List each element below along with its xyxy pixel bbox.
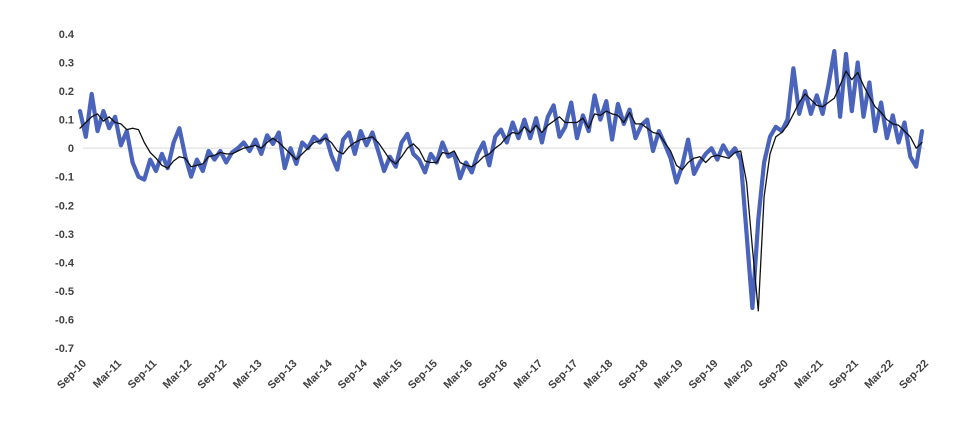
x-axis-tick-label: Sep-15: [406, 358, 440, 392]
y-axis-tick-label: -0.7: [55, 343, 74, 355]
x-axis-tick-label: Mar-22: [862, 358, 896, 392]
y-axis-tick-label: -0.2: [55, 200, 74, 212]
x-axis-tick-label: Sep-13: [266, 358, 300, 392]
x-axis-tick-label: Mar-18: [582, 358, 616, 392]
x-axis-tick-label: Mar-13: [231, 358, 265, 392]
x-axis-tick-label: Sep-20: [757, 358, 791, 392]
x-axis-tick-label: Sep-19: [687, 358, 721, 392]
x-axis-tick-label: Mar-20: [722, 358, 756, 392]
y-axis-tick-label: 0.3: [59, 58, 74, 70]
x-axis-tick-label: Sep-12: [195, 358, 229, 392]
x-axis-tick-label: Mar-11: [91, 358, 124, 391]
monthly-series-blue-line: [77, 48, 925, 311]
y-axis-tick-label: -0.5: [55, 286, 74, 298]
x-axis-tick-label: Sep-14: [336, 357, 371, 392]
x-axis-tick-label: Sep-10: [55, 358, 89, 392]
x-axis-tick-label: Mar-17: [512, 358, 546, 392]
x-axis-tick-label: Mar-21: [792, 358, 826, 392]
x-axis-tick-label: Sep-17: [546, 358, 580, 392]
x-axis-tick-label: Mar-12: [161, 358, 195, 392]
y-axis-tick-label: -0.1: [55, 172, 74, 184]
y-axis-tick-label: -0.6: [55, 314, 74, 326]
x-axis-tick-label: Mar-14: [301, 357, 335, 391]
y-axis-tick-label: 0.2: [59, 86, 74, 98]
y-axis-tick-label: -0.3: [55, 229, 74, 241]
x-axis-tick-label: Sep-18: [616, 358, 650, 392]
x-axis-tick-label: Sep-22: [897, 358, 931, 392]
y-axis-tick-label: 0.1: [59, 115, 74, 127]
y-axis-tick-label: 0: [68, 143, 74, 155]
x-axis-tick-label: Sep-21: [827, 358, 861, 392]
y-axis-tick-label: 0.4: [59, 29, 75, 41]
x-axis-tick-label: Sep-16: [476, 358, 510, 392]
x-axis-tick-label: Mar-15: [371, 358, 405, 392]
y-axis-tick-label: -0.4: [55, 257, 75, 269]
x-axis-tick-label: Sep-11: [126, 358, 160, 392]
smoothed-series-black-line: [79, 70, 923, 312]
x-axis-tick-label: Mar-19: [652, 358, 686, 392]
x-axis-tick-label: Mar-16: [441, 358, 475, 392]
